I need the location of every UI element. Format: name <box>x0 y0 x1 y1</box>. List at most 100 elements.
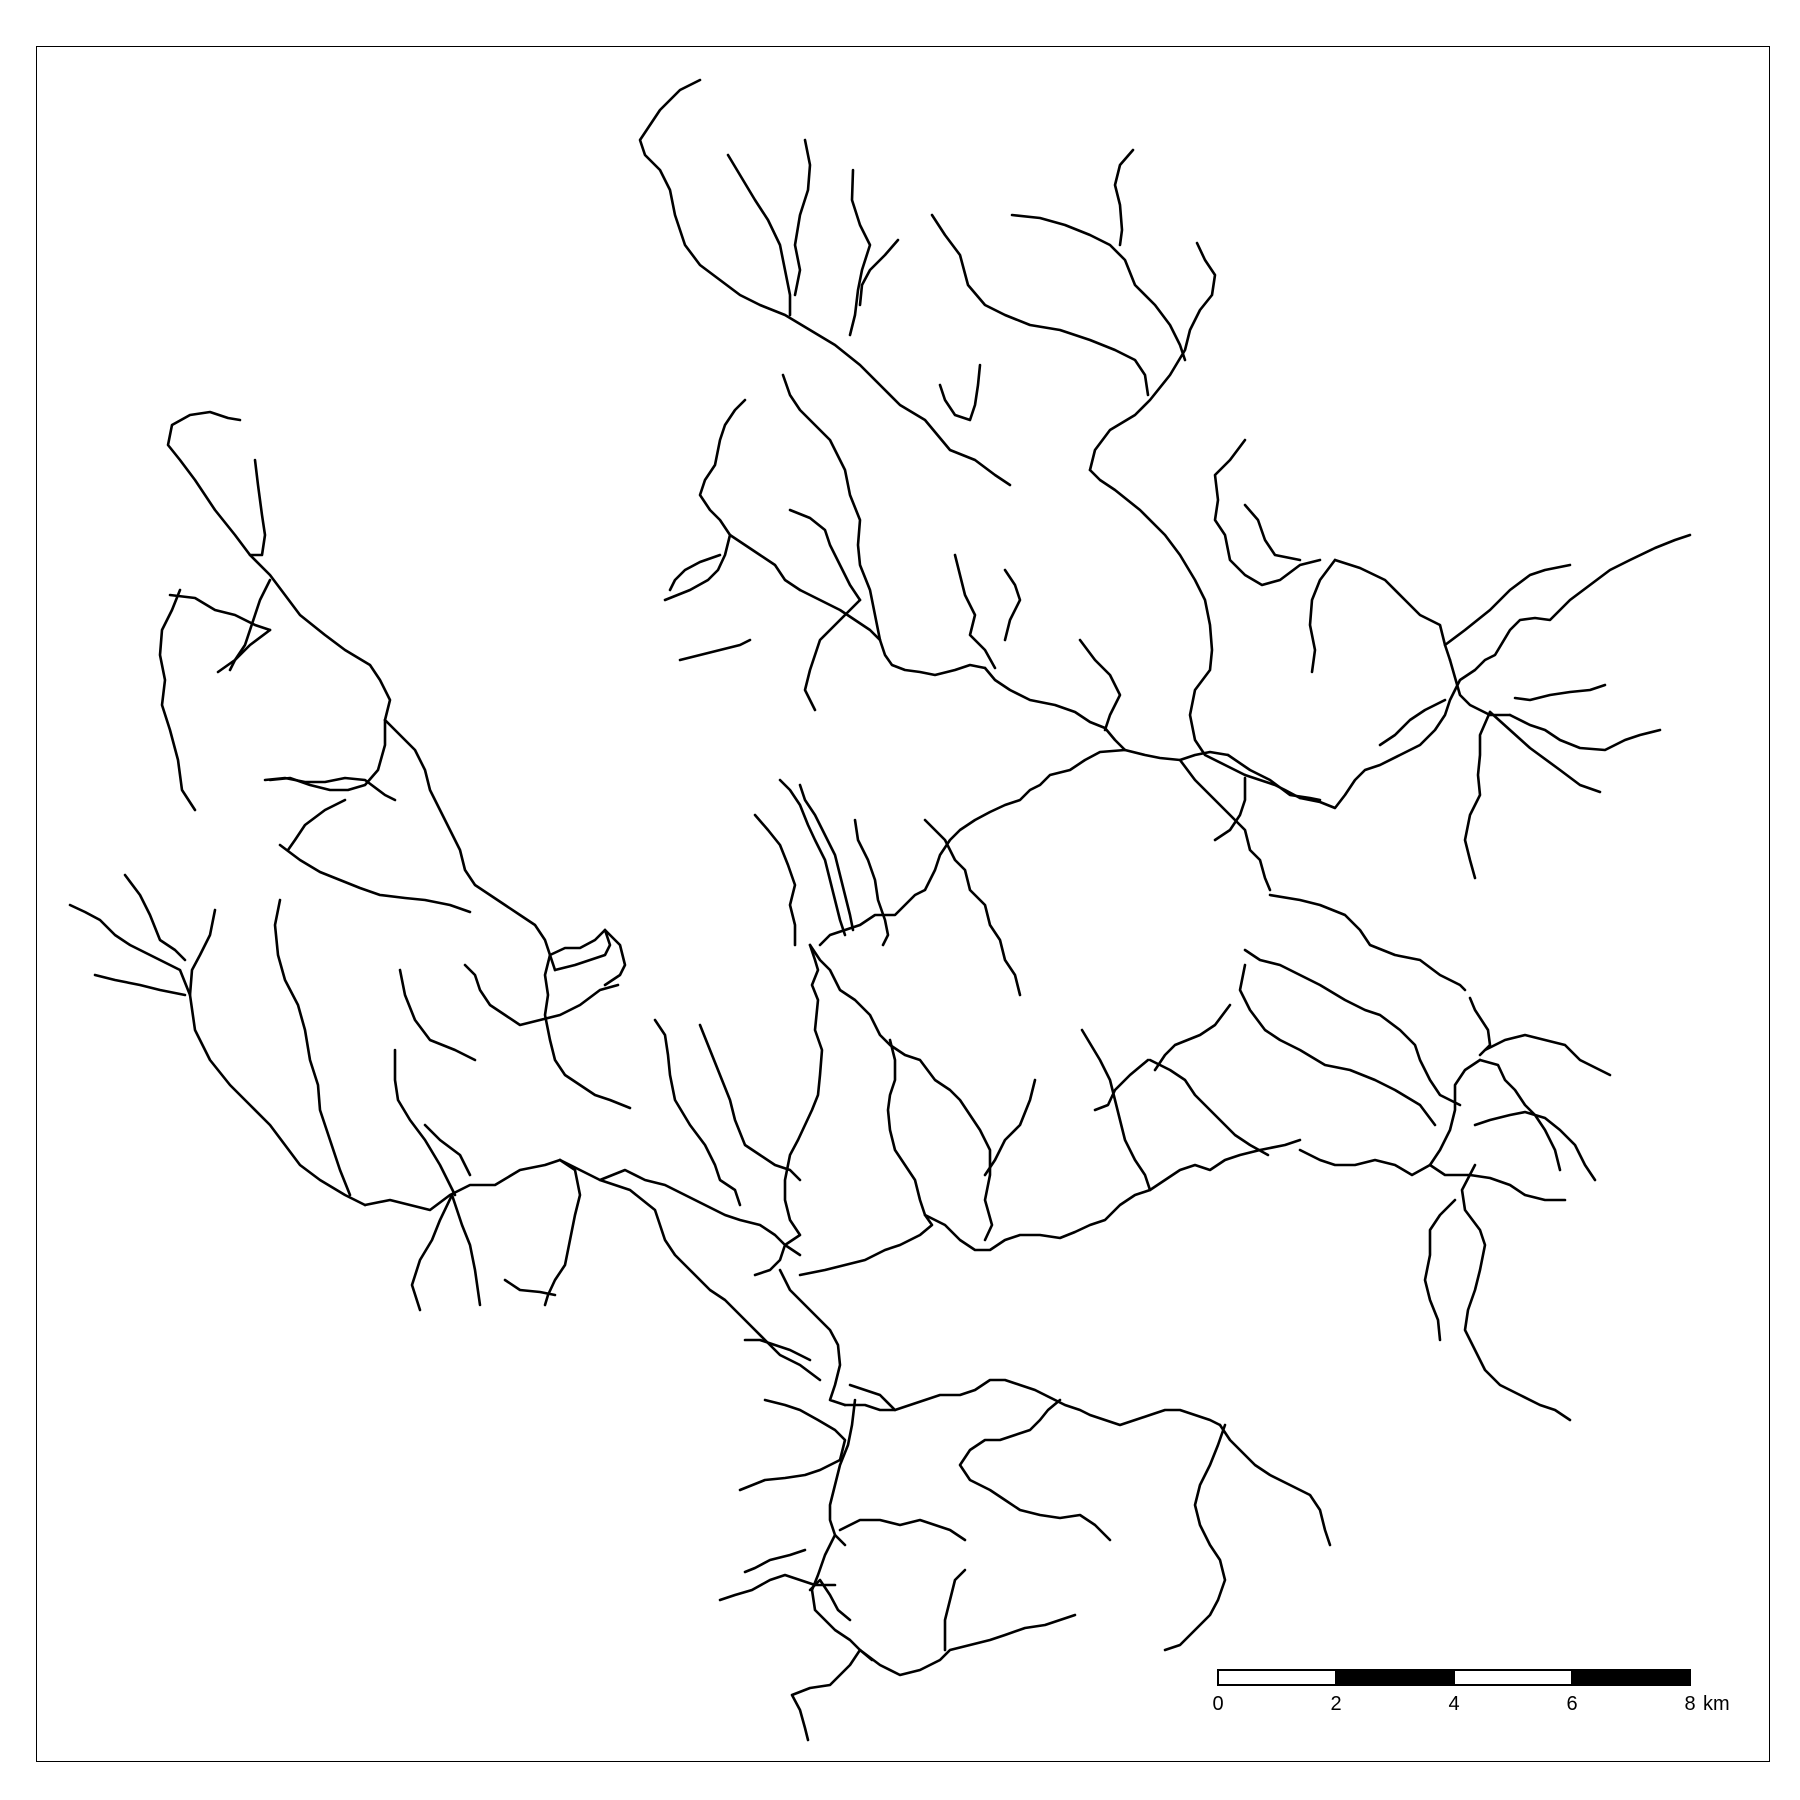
stream <box>1508 713 1662 752</box>
stream <box>930 213 1150 397</box>
stream <box>1003 568 1022 642</box>
stream <box>1473 1110 1597 1182</box>
stream <box>1243 948 1462 1107</box>
stream <box>273 898 352 1197</box>
scale-bar: 0 2 4 6 8 km <box>1212 1669 1730 1715</box>
stream <box>983 666 1127 752</box>
stream <box>603 928 627 987</box>
stream <box>1428 1163 1567 1202</box>
stream <box>1078 638 1122 732</box>
stream <box>808 1578 852 1622</box>
stream <box>423 1123 472 1177</box>
stream <box>1268 893 1467 992</box>
scale-segment-3 <box>1453 1669 1573 1686</box>
stream <box>1093 1058 1150 1112</box>
stream <box>1448 658 1512 717</box>
stream <box>698 1023 802 1182</box>
stream <box>450 1193 482 1307</box>
stream <box>363 1158 562 1212</box>
stream <box>543 953 632 1110</box>
stream <box>828 1398 857 1547</box>
stream <box>1513 683 1607 702</box>
scale-tick-label: 6 <box>1566 1693 1577 1715</box>
stream <box>1088 241 1217 472</box>
stream <box>743 1548 807 1574</box>
stream <box>1213 438 1322 587</box>
stream <box>653 1018 742 1207</box>
stream <box>1226 753 1322 802</box>
stream <box>726 153 792 317</box>
stream <box>1308 558 1337 674</box>
stream <box>798 1038 934 1277</box>
stream <box>790 1648 862 1742</box>
stream <box>753 943 824 1277</box>
stream <box>1148 1058 1270 1157</box>
stream <box>838 1518 967 1542</box>
stream <box>923 1138 1302 1252</box>
stream <box>1243 503 1302 562</box>
scale-tick-label: 4 <box>1448 1693 1459 1715</box>
stream <box>558 1158 802 1257</box>
stream <box>678 638 752 662</box>
stream <box>286 798 347 852</box>
stream <box>278 843 472 914</box>
stream <box>818 748 1127 947</box>
stream <box>1483 1033 1612 1077</box>
stream <box>1010 213 1187 362</box>
stream <box>848 1383 897 1412</box>
stream <box>553 928 612 972</box>
stream <box>1218 1423 1332 1547</box>
stream <box>803 598 862 712</box>
stream <box>398 968 477 1062</box>
stream <box>923 818 1022 997</box>
stream <box>953 553 997 670</box>
stream <box>788 508 862 602</box>
stream <box>958 1398 1112 1542</box>
stream <box>1178 758 1272 892</box>
scale-segment-1 <box>1217 1669 1337 1686</box>
stream <box>1298 533 1692 810</box>
stream <box>938 363 982 422</box>
stream <box>410 1193 454 1312</box>
stream <box>798 783 855 932</box>
stream <box>743 1338 812 1362</box>
stream <box>778 1268 847 1407</box>
stream <box>668 553 722 592</box>
stream <box>698 398 802 592</box>
stream <box>503 1278 557 1297</box>
scale-unit-label: km <box>1703 1693 1730 1715</box>
stream <box>383 718 557 972</box>
stream <box>1088 468 1247 777</box>
stream <box>228 578 272 672</box>
stream <box>1478 1058 1562 1172</box>
stream <box>858 238 900 307</box>
stream <box>1460 1163 1572 1422</box>
stream <box>1238 963 1437 1127</box>
stream <box>1463 710 1492 880</box>
stream <box>188 908 217 997</box>
stream <box>93 973 187 997</box>
stream <box>1423 1198 1457 1342</box>
stream <box>778 778 847 937</box>
stream <box>853 818 890 947</box>
stream <box>168 593 272 632</box>
stream <box>393 1048 457 1197</box>
stream <box>781 373 882 642</box>
scale-tick-label: 8 <box>1684 1693 1695 1715</box>
stream <box>1113 148 1135 247</box>
scale-tick-label: 0 <box>1212 1693 1223 1715</box>
stream <box>1468 996 1492 1057</box>
stream <box>848 168 872 337</box>
stream <box>1213 776 1247 842</box>
stream <box>983 1078 1037 1177</box>
stream <box>543 1158 582 1307</box>
scale-tick-label: 2 <box>1330 1693 1341 1715</box>
stream <box>166 410 392 722</box>
stream <box>753 813 797 947</box>
stream <box>763 1398 847 1462</box>
stream <box>798 588 882 642</box>
stream <box>68 903 367 1207</box>
stream <box>943 1568 967 1652</box>
stream <box>123 873 187 962</box>
